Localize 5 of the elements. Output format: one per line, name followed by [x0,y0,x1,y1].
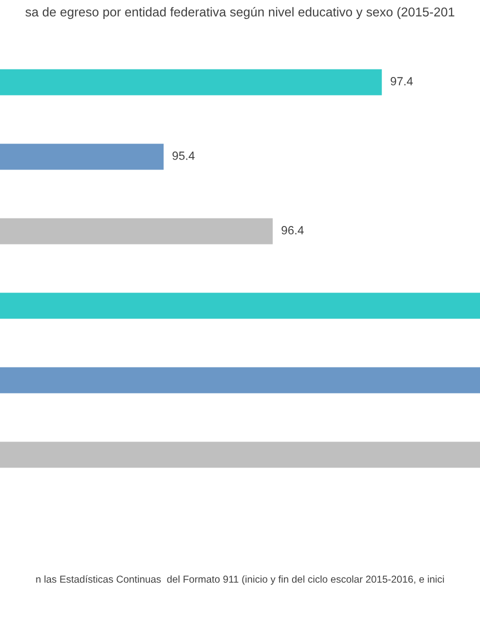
chart-title: sa de egreso por entidad federativa según nivel educativo y sexo (2015-201 [25,6,454,20]
data-label: 95.4 [172,152,195,160]
data-label: 97.4 [390,77,413,86]
text: n las Estadísticas Continuas del Formato 911 (inicio y fin del ciclo escolar 2015-2016, e inici [36,575,444,585]
data-label: 96.4 [282,226,304,234]
